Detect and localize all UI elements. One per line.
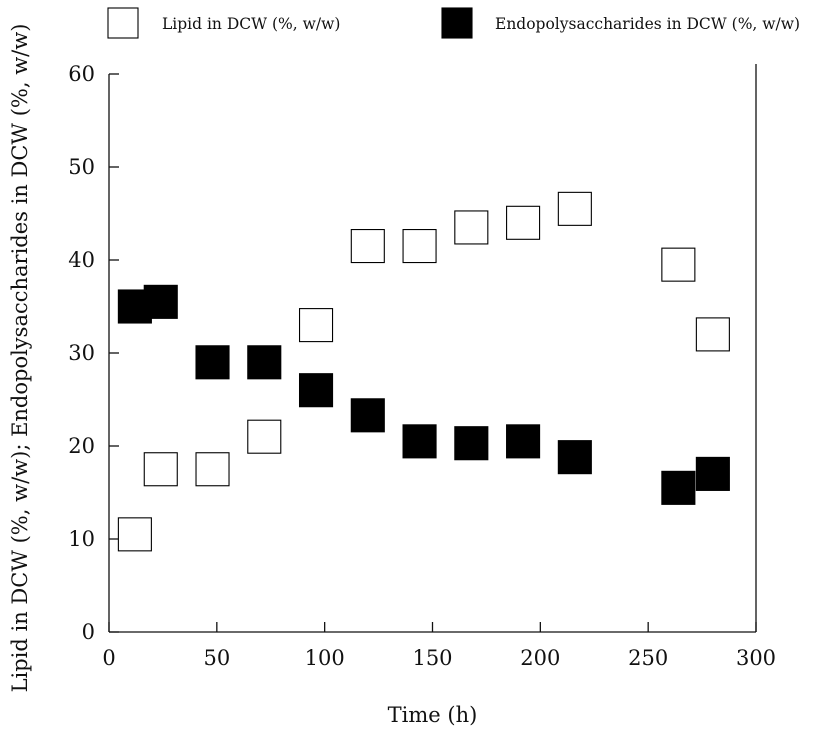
endopolysaccharides-point	[195, 345, 230, 380]
x-tick-label: 300	[736, 646, 776, 670]
endopolysaccharides-point	[143, 284, 178, 319]
y-tick-label: 0	[82, 620, 95, 644]
lipid-point	[298, 308, 334, 343]
endopolysaccharides-point	[454, 426, 489, 461]
endopolysaccharides-point	[661, 470, 696, 505]
legend-marker-lipid	[107, 7, 139, 39]
y-axis-title: Lipid in DCW (%, w/w); Endopolysaccharid…	[8, 24, 32, 693]
x-tick-label: 150	[412, 646, 452, 670]
endopolysaccharides-point	[506, 424, 541, 459]
lipid-point	[454, 210, 489, 245]
y-tick-label: 50	[68, 155, 95, 179]
x-tick-label: 100	[305, 646, 345, 670]
y-tick-label: 60	[68, 62, 95, 86]
x-tick-label: 50	[203, 646, 230, 670]
legend-marker-endopolysaccharides	[441, 7, 473, 39]
y-tick-label: 40	[68, 248, 95, 272]
lipid-point	[195, 452, 230, 487]
endopolysaccharides-point	[247, 345, 282, 380]
endopolysaccharides-point	[557, 440, 592, 475]
y-tick-label: 20	[68, 434, 95, 458]
lipid-point	[661, 247, 696, 282]
lipid-point	[557, 191, 592, 226]
endopolysaccharides-point	[695, 456, 730, 491]
endopolysaccharides-point	[350, 398, 385, 433]
legend-label: Lipid in DCW (%, w/w)	[162, 15, 340, 33]
x-tick-label: 200	[520, 646, 560, 670]
y-tick-label: 30	[68, 341, 95, 365]
lipid-point	[506, 205, 541, 240]
lipid-point	[350, 229, 385, 264]
lipid-point	[117, 517, 152, 552]
x-tick-label: 0	[102, 646, 115, 670]
x-tick-label: 250	[628, 646, 668, 670]
lipid-point	[402, 229, 437, 264]
ticks: 0 10 20 30 40 50 60 0 50 100 150 200 250 300	[68, 62, 776, 670]
lipid-point	[143, 452, 178, 487]
x-axis-title: Time (h)	[388, 703, 478, 727]
legend-label: Endopolysaccharides in DCW (%, w/w)	[495, 15, 800, 33]
endopolysaccharides-point	[298, 373, 334, 408]
endopolysaccharides-point	[402, 424, 437, 459]
lipid-point	[247, 419, 282, 454]
legend: Lipid in DCW (%, w/w) Endopolysaccharides…	[107, 7, 800, 39]
lipid-point	[695, 317, 730, 352]
y-tick-label: 10	[68, 527, 95, 551]
data-marks	[117, 191, 730, 552]
